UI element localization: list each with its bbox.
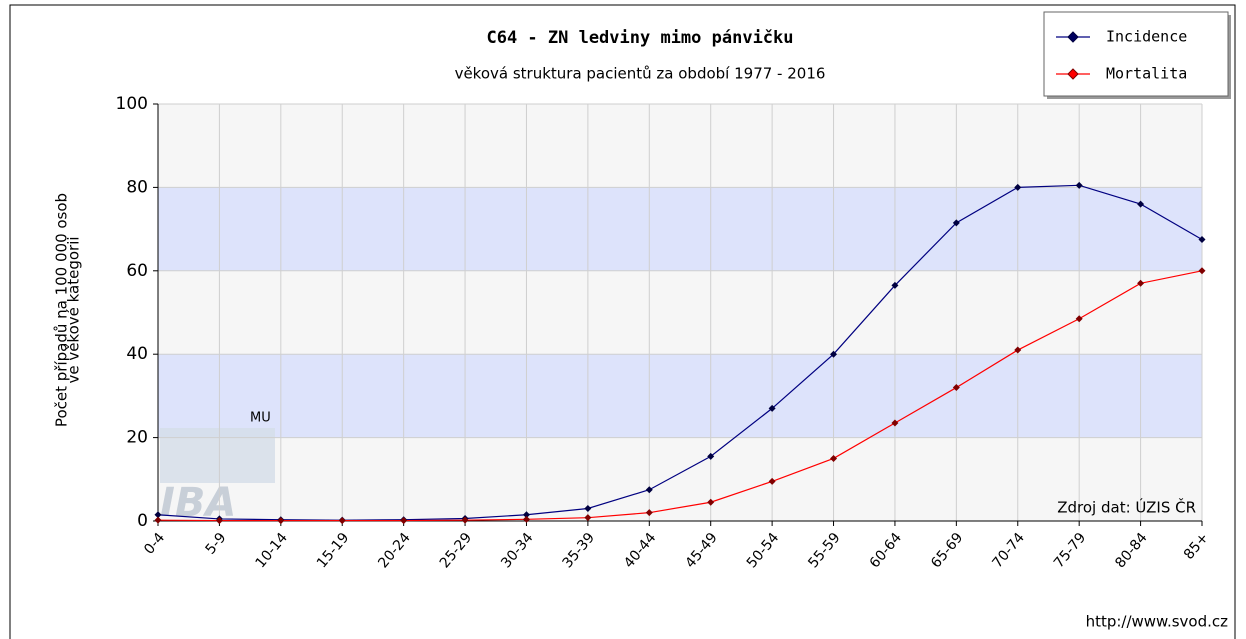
- data-point: [768, 477, 776, 485]
- grid-band: [158, 437, 1202, 521]
- data-point: [461, 516, 469, 524]
- y-tick-label: 80: [126, 177, 148, 197]
- y-tick-label: 40: [126, 344, 148, 364]
- data-point: [215, 517, 223, 525]
- data-point: [277, 517, 285, 525]
- chart-title: C64 - ZN ledviny mimo pánvičku: [486, 28, 793, 48]
- data-point: [645, 486, 653, 494]
- legend-box: [1043, 11, 1229, 97]
- y-tick-label: 100: [116, 94, 148, 114]
- data-point: [891, 419, 899, 427]
- data-point: [1198, 236, 1206, 244]
- grid-band: [158, 104, 1202, 188]
- data-point: [1137, 279, 1145, 287]
- legend-marker: [1067, 68, 1079, 80]
- data-point: [1014, 183, 1022, 191]
- data-point: [830, 350, 838, 358]
- data-point: [1075, 315, 1083, 323]
- data-point: [830, 454, 838, 462]
- y-axis-label: Počet případů na 100 000 osob ve věkové …: [53, 193, 83, 427]
- data-point: [522, 515, 530, 523]
- data-point: [645, 509, 653, 517]
- data-point: [952, 219, 960, 227]
- data-point: [1137, 200, 1145, 208]
- legend-label: Incidence: [1106, 28, 1187, 46]
- y-tick-label: 20: [126, 428, 148, 448]
- data-point: [1075, 181, 1083, 189]
- y-tick-label: 60: [126, 261, 148, 281]
- data-point: [584, 504, 592, 512]
- grid-band: [158, 187, 1202, 271]
- series-line: [157, 270, 1203, 522]
- data-point: [400, 517, 408, 525]
- chart-subtitle: věková struktura pacientů za období 1977…: [455, 65, 826, 83]
- legend-label: Mortalita: [1106, 65, 1187, 83]
- y-label-line: ve věkové kategorii: [65, 236, 83, 383]
- data-point: [154, 511, 162, 519]
- data-point: [584, 514, 592, 522]
- data-point: [1198, 267, 1206, 275]
- data-point: [338, 517, 346, 525]
- data-point: [154, 516, 162, 524]
- data-point: [768, 404, 776, 412]
- data-point: [1014, 346, 1022, 354]
- data-point: [891, 281, 899, 289]
- url-note: http://www.svod.cz: [1086, 613, 1229, 631]
- y-tick-label: 0: [137, 511, 148, 531]
- source-note: Zdroj dat: ÚZIS ČR: [1057, 498, 1196, 517]
- data-point: [952, 384, 960, 392]
- data-point: [707, 452, 715, 460]
- grid-band: [158, 354, 1202, 438]
- watermark-text: IBA: [160, 480, 236, 526]
- data-point: [522, 511, 530, 519]
- watermark-text: MU: [250, 411, 271, 426]
- watermark-shape: [160, 428, 275, 483]
- grid-band: [158, 270, 1202, 355]
- y-label-line: Počet případů na 100 000 osob: [53, 193, 71, 427]
- data-point: [707, 498, 715, 506]
- legend-marker: [1067, 31, 1079, 43]
